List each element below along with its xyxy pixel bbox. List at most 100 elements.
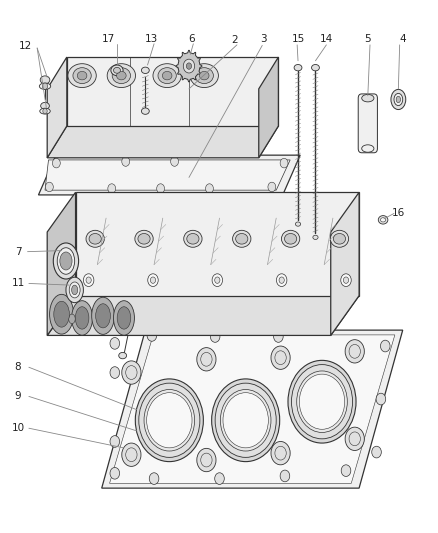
Ellipse shape (112, 68, 130, 84)
Text: 2: 2 (231, 35, 237, 45)
Polygon shape (110, 335, 394, 483)
Circle shape (200, 352, 212, 366)
Ellipse shape (293, 64, 301, 71)
Circle shape (135, 379, 203, 462)
Circle shape (270, 441, 290, 465)
Ellipse shape (390, 90, 405, 110)
Polygon shape (67, 57, 278, 126)
Ellipse shape (53, 243, 78, 279)
Ellipse shape (194, 68, 213, 84)
Ellipse shape (75, 306, 88, 329)
Circle shape (340, 465, 350, 477)
Circle shape (46, 182, 53, 192)
Ellipse shape (89, 233, 101, 244)
Circle shape (287, 360, 355, 443)
Circle shape (196, 348, 215, 371)
Ellipse shape (117, 306, 131, 329)
Ellipse shape (158, 68, 176, 84)
Circle shape (170, 157, 178, 166)
Circle shape (214, 277, 219, 284)
Text: 14: 14 (319, 34, 332, 44)
Ellipse shape (68, 314, 75, 324)
Circle shape (279, 158, 287, 168)
Text: 5: 5 (364, 34, 370, 44)
Circle shape (375, 393, 385, 405)
Circle shape (138, 383, 199, 457)
Circle shape (340, 274, 350, 287)
Polygon shape (330, 192, 358, 335)
Text: 13: 13 (145, 34, 158, 44)
Circle shape (267, 182, 275, 192)
Ellipse shape (118, 352, 126, 359)
Ellipse shape (111, 65, 123, 76)
Circle shape (279, 470, 289, 482)
Circle shape (121, 361, 141, 384)
Text: 12: 12 (19, 42, 32, 52)
Circle shape (108, 184, 116, 193)
Ellipse shape (141, 108, 149, 114)
Circle shape (183, 59, 194, 73)
Circle shape (186, 63, 191, 69)
Circle shape (215, 383, 276, 457)
Circle shape (291, 365, 352, 439)
Circle shape (270, 346, 290, 369)
Ellipse shape (116, 71, 126, 80)
Circle shape (274, 446, 286, 460)
Text: 16: 16 (391, 208, 404, 219)
Ellipse shape (190, 63, 218, 87)
Ellipse shape (295, 222, 300, 226)
Text: 11: 11 (11, 278, 25, 288)
Polygon shape (176, 50, 201, 82)
Ellipse shape (40, 76, 49, 84)
Circle shape (110, 467, 119, 479)
Ellipse shape (281, 230, 299, 247)
Circle shape (125, 448, 137, 462)
Circle shape (146, 393, 191, 448)
Circle shape (348, 432, 360, 446)
FancyBboxPatch shape (357, 94, 377, 153)
Text: 17: 17 (102, 34, 115, 44)
Ellipse shape (361, 145, 373, 152)
Ellipse shape (311, 64, 319, 71)
Polygon shape (47, 296, 358, 335)
Circle shape (348, 344, 360, 358)
Circle shape (220, 390, 270, 451)
Ellipse shape (113, 67, 120, 73)
Polygon shape (47, 57, 67, 158)
Circle shape (214, 473, 224, 484)
Circle shape (211, 379, 279, 462)
Ellipse shape (284, 233, 296, 244)
Ellipse shape (113, 301, 134, 335)
Ellipse shape (393, 93, 402, 106)
Ellipse shape (60, 252, 72, 270)
Circle shape (86, 277, 91, 284)
Circle shape (223, 393, 268, 448)
Ellipse shape (312, 235, 318, 239)
Text: 4: 4 (399, 34, 405, 44)
Circle shape (147, 329, 156, 341)
Ellipse shape (378, 216, 387, 224)
Ellipse shape (95, 304, 110, 328)
Circle shape (150, 277, 155, 284)
Circle shape (371, 446, 381, 458)
Ellipse shape (59, 314, 65, 324)
Text: 6: 6 (187, 34, 194, 44)
Ellipse shape (73, 68, 91, 84)
Ellipse shape (86, 230, 104, 247)
Ellipse shape (152, 63, 181, 87)
Circle shape (149, 473, 159, 484)
Circle shape (344, 340, 364, 363)
Polygon shape (47, 126, 278, 158)
Circle shape (296, 371, 346, 432)
Ellipse shape (361, 94, 373, 102)
Circle shape (343, 277, 348, 284)
Circle shape (43, 109, 47, 114)
Circle shape (121, 443, 141, 466)
Ellipse shape (138, 233, 150, 244)
Circle shape (125, 366, 137, 379)
Circle shape (273, 330, 283, 342)
Circle shape (200, 453, 212, 467)
Circle shape (299, 374, 344, 429)
Ellipse shape (71, 285, 78, 295)
Ellipse shape (49, 294, 74, 334)
